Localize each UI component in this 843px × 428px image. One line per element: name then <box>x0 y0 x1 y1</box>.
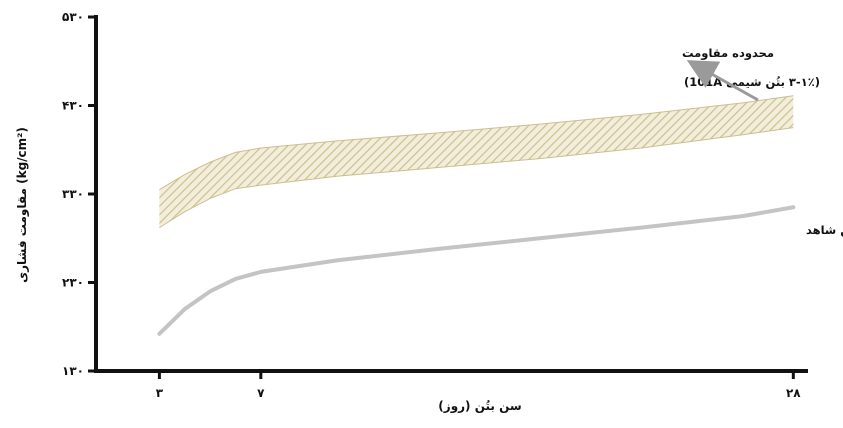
y-axis-title: مقاومت فشاری (kg/cm²) <box>15 127 30 283</box>
control-label: بتُن شاهد <box>806 223 843 237</box>
y-tick-label: ۵۳۰ <box>62 10 84 24</box>
range-band-upper-edge <box>159 95 794 191</box>
y-tick-label: ۴۳۰ <box>62 99 84 113</box>
range-annotation-line2: (۳-۱٪ بتُن شیمی 101A) <box>684 75 820 89</box>
x-tick-label: ۷ <box>257 386 265 400</box>
y-tick-label: ۱۳۰ <box>62 364 84 378</box>
plot-area <box>157 95 796 336</box>
y-tick-label: ۲۳۰ <box>62 276 84 290</box>
x-tick-label: ۳ <box>156 386 164 400</box>
control-line <box>157 205 796 336</box>
y-tick-label: ۳۳۰ <box>62 187 84 201</box>
range-annotation-line1: محدوده مقاومت <box>682 46 774 61</box>
x-axis-title: سن بتُن (روز) <box>438 399 521 414</box>
y-ticks: ۱۳۰ ۲۳۰ ۳۳۰ ۴۳۰ ۵۳۰ <box>62 10 96 378</box>
x-ticks: ۳ ۷ ۲۸ <box>156 371 801 400</box>
x-tick-label: ۲۸ <box>786 386 801 400</box>
range-band <box>159 95 794 228</box>
range-band-lower-edge <box>159 127 794 229</box>
annotation-arrow <box>686 60 759 102</box>
